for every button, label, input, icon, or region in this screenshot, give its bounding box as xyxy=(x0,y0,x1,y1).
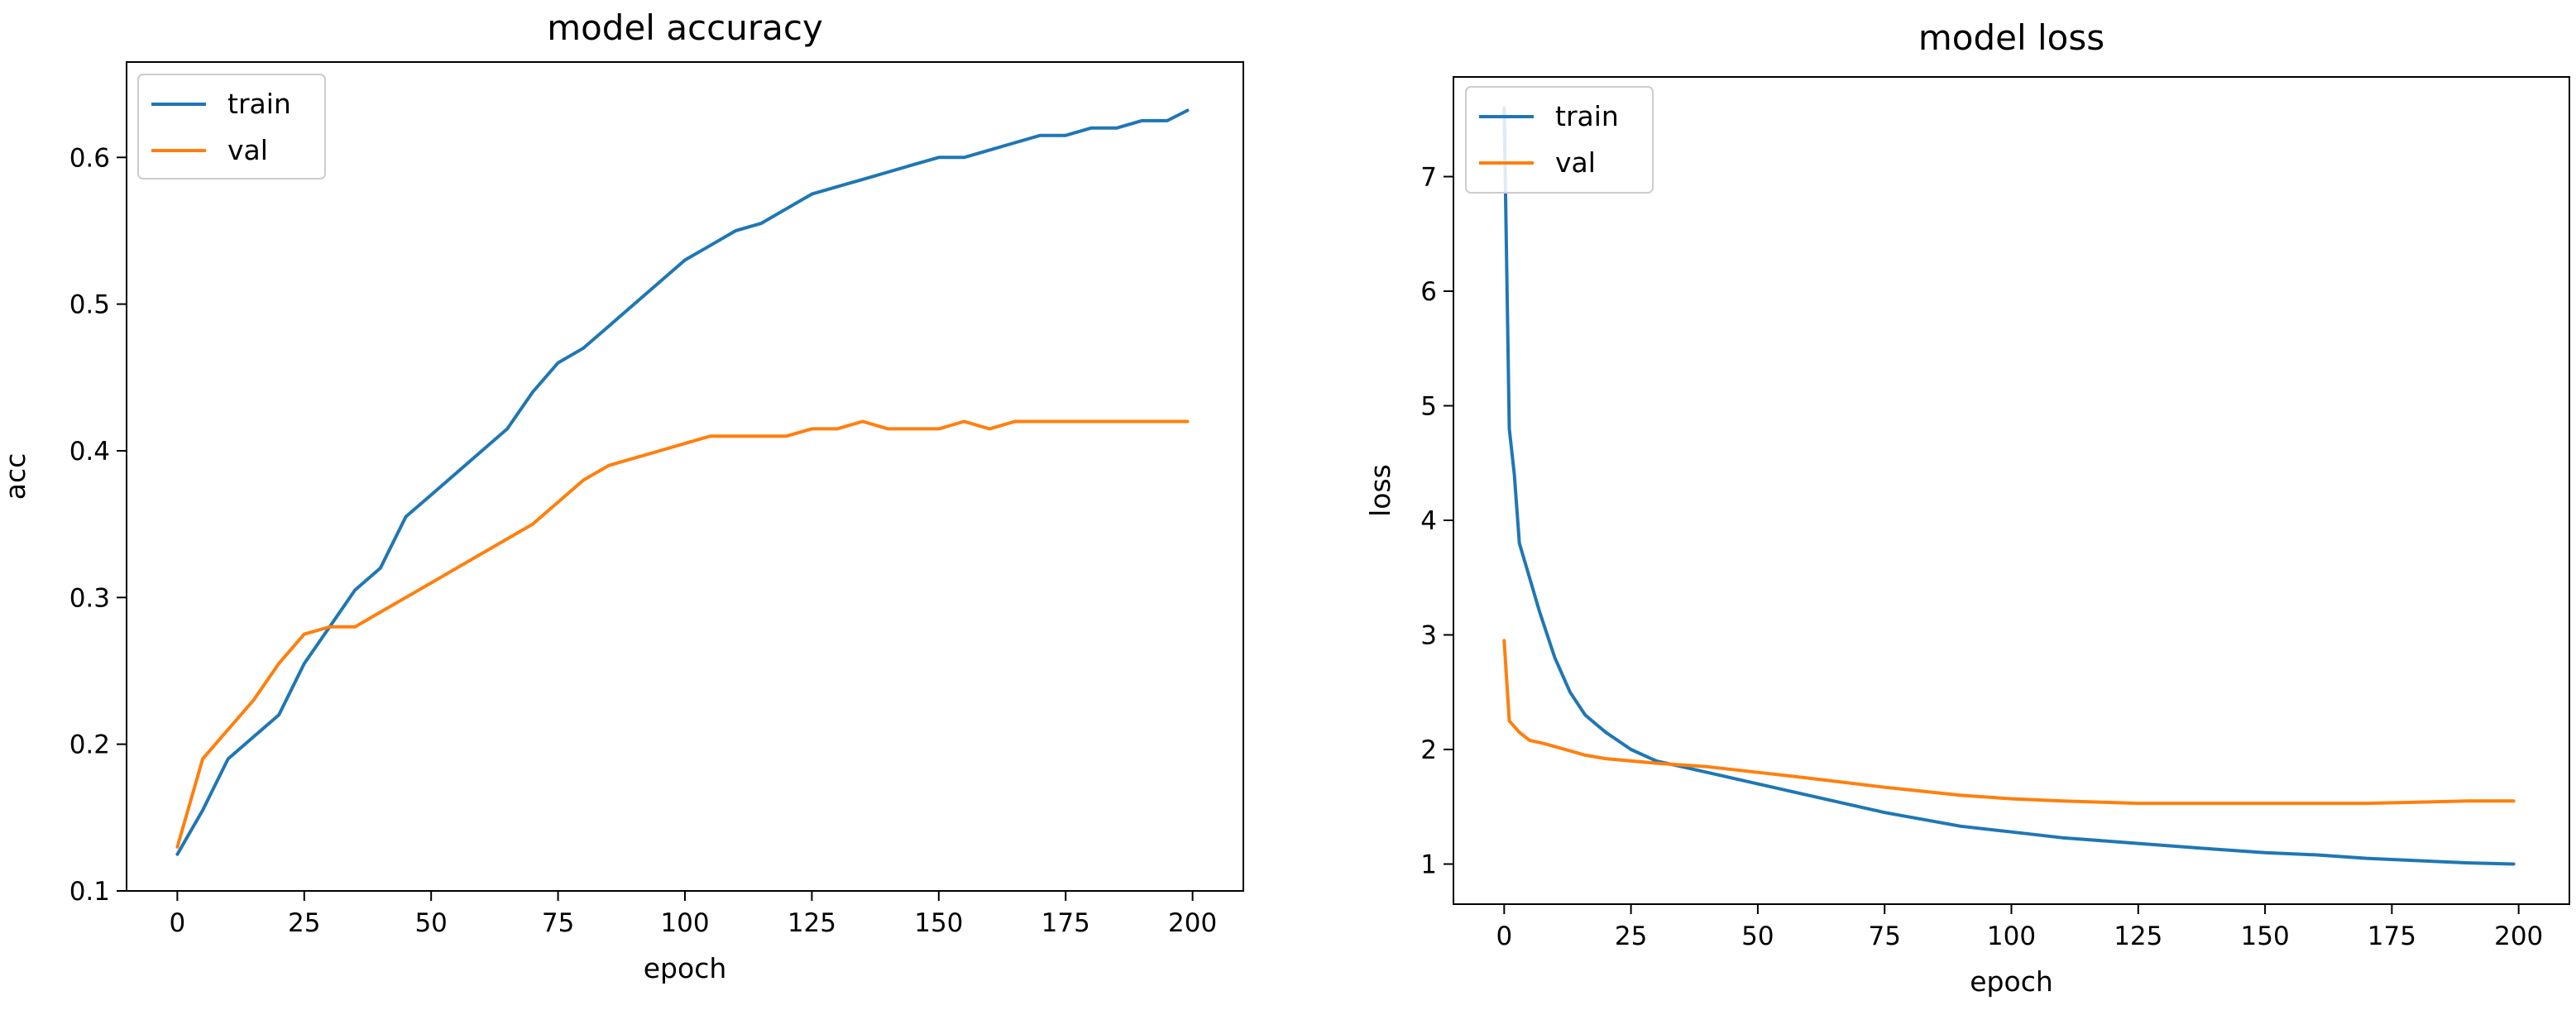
chart-2-ytick-label: 1 xyxy=(1420,850,1437,880)
chart-1-legend-box xyxy=(137,74,326,180)
chart-2-xtick-label: 75 xyxy=(1868,922,1900,951)
chart-1-series-train-line xyxy=(175,108,1190,856)
chart-2-xlabel: epoch xyxy=(1970,965,2053,998)
chart-2-xtick-label: 0 xyxy=(1496,922,1512,951)
chart-2-legend: train val xyxy=(1465,86,1654,194)
chart-2-ytick-label: 2 xyxy=(1420,735,1437,765)
chart-1-legend-train-label: train xyxy=(227,88,291,120)
chart-1-ytick-label: 0.3 xyxy=(69,583,110,613)
chart-1-xtick-label: 175 xyxy=(1041,908,1090,938)
chart-1-xtick-label: 50 xyxy=(414,908,447,938)
chart-2-series-group xyxy=(1502,106,2516,866)
chart-2-series-train-line xyxy=(1502,106,2516,866)
chart-1-series-group xyxy=(175,108,1190,856)
chart-2-xtick-label: 50 xyxy=(1741,922,1774,951)
chart-1-title: model accuracy xyxy=(547,7,823,48)
chart-1-ytick-label: 0.4 xyxy=(69,437,110,467)
chart-2-plot-frame xyxy=(1453,76,2570,905)
chart-2-legend-train-label: train xyxy=(1555,100,1619,132)
chart-2-xtick-label: 200 xyxy=(2494,922,2543,951)
chart-2-series-val-line xyxy=(1502,639,2516,806)
chart-1-xtick-label: 25 xyxy=(288,908,320,938)
chart-2-ytick-label: 4 xyxy=(1420,506,1437,536)
chart-1-series-val-line xyxy=(175,419,1190,849)
chart-2-legend-val-label: val xyxy=(1555,146,1596,179)
chart-2-xtick-label: 100 xyxy=(1987,922,2036,951)
chart-1-ytick-label: 0.1 xyxy=(69,877,110,907)
chart-1-legend-val-label: val xyxy=(227,134,268,166)
chart-1-xlabel: epoch xyxy=(644,952,727,984)
chart-2-ytick-label: 6 xyxy=(1420,277,1437,307)
chart-2-legend-box xyxy=(1465,86,1654,194)
chart-1-xtick-label: 150 xyxy=(914,908,963,938)
chart-2-xtick-label: 175 xyxy=(2368,922,2416,951)
chart-1-ytick-label: 0.6 xyxy=(69,143,110,173)
chart-2-ytick-label: 3 xyxy=(1420,621,1437,651)
chart-2-xtick-label: 150 xyxy=(2241,922,2290,951)
chart-2-ytick-label: 7 xyxy=(1420,162,1437,192)
chart-1-xtick-label: 0 xyxy=(169,908,185,938)
chart-2: model loss 0 25 50 75 100 125 150 175 200 1 2 3 4 5 6 7 e… xyxy=(1364,17,2570,998)
chart-1-ytick-label: 0.2 xyxy=(69,730,110,760)
chart-1-plot-frame xyxy=(126,61,1244,892)
chart-2-xtick-label: 25 xyxy=(1615,922,1647,951)
chart-1-ytick-label: 0.5 xyxy=(69,290,110,320)
chart-1-ylabel: acc xyxy=(0,453,31,500)
chart-2-ytick-label: 5 xyxy=(1420,392,1437,422)
chart-1-xtick-label: 125 xyxy=(788,908,836,938)
chart-1-xtick-label: 200 xyxy=(1168,908,1217,938)
chart-2-title: model loss xyxy=(1918,17,2104,58)
chart-1-xtick-label: 75 xyxy=(542,908,574,938)
chart-1: model accuracy 0 25 50 75 100 125 150 175 200 0.1 0… xyxy=(0,7,1244,984)
chart-2-ylabel: loss xyxy=(1364,464,1396,517)
chart-2-xtick-label: 125 xyxy=(2114,922,2162,951)
chart-1-xtick-label: 100 xyxy=(660,908,709,938)
chart-1-legend: train val xyxy=(137,74,326,180)
